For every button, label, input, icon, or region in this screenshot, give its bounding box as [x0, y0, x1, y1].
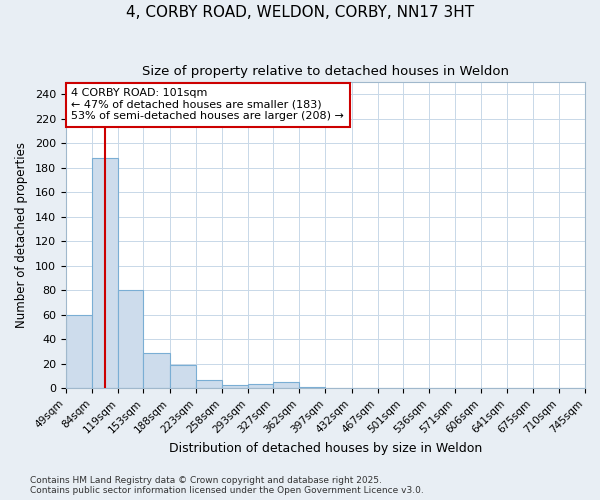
Bar	[92, 158, 118, 388]
Bar	[299, 387, 325, 388]
Bar	[170, 365, 196, 388]
Bar	[118, 290, 143, 388]
Y-axis label: Number of detached properties: Number of detached properties	[15, 142, 28, 328]
Bar	[143, 353, 170, 388]
Bar	[196, 380, 222, 388]
Text: Contains HM Land Registry data © Crown copyright and database right 2025.
Contai: Contains HM Land Registry data © Crown c…	[30, 476, 424, 495]
X-axis label: Distribution of detached houses by size in Weldon: Distribution of detached houses by size …	[169, 442, 482, 455]
Bar	[248, 384, 273, 388]
Text: 4, CORBY ROAD, WELDON, CORBY, NN17 3HT: 4, CORBY ROAD, WELDON, CORBY, NN17 3HT	[126, 5, 474, 20]
Bar	[273, 382, 299, 388]
Bar	[66, 315, 92, 388]
Text: 4 CORBY ROAD: 101sqm
← 47% of detached houses are smaller (183)
53% of semi-deta: 4 CORBY ROAD: 101sqm ← 47% of detached h…	[71, 88, 344, 122]
Title: Size of property relative to detached houses in Weldon: Size of property relative to detached ho…	[142, 65, 509, 78]
Bar	[222, 385, 248, 388]
